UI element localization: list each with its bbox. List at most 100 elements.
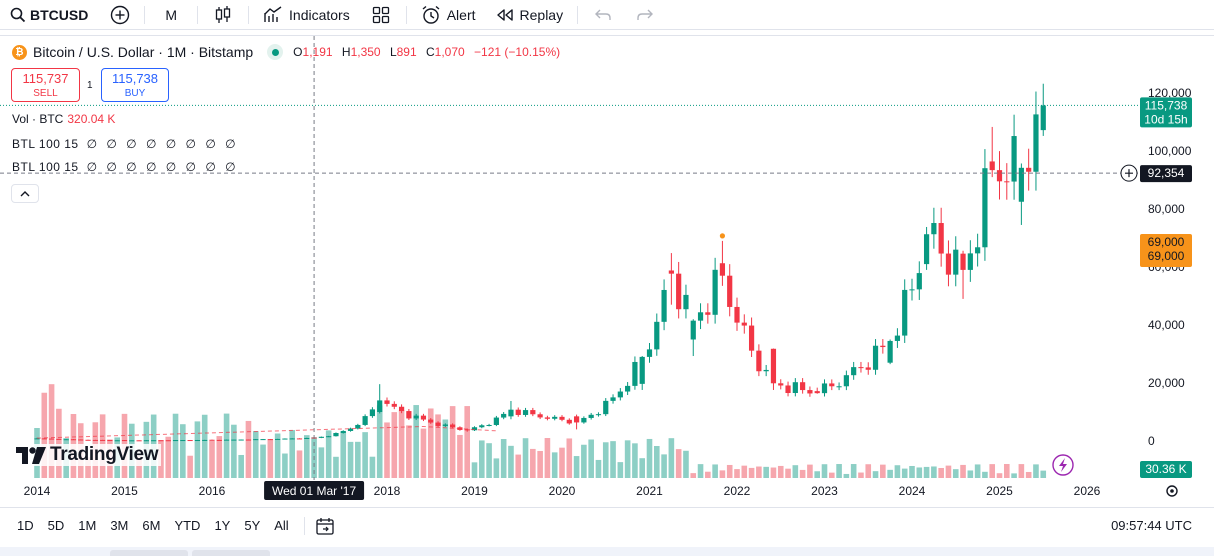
candle-body xyxy=(690,320,696,340)
volume-bar xyxy=(384,422,390,478)
ohlc-low-key: L xyxy=(389,45,397,59)
candle-body xyxy=(865,367,871,370)
indicators-label: Indicators xyxy=(289,6,350,23)
candle-body xyxy=(982,168,988,248)
range-5d-button[interactable]: 5D xyxy=(47,518,65,533)
volume-bar xyxy=(201,414,208,478)
volume-bar xyxy=(668,438,675,478)
btl-indicator-legend[interactable]: BTL 100 15 ∅ ∅ ∅ ∅ ∅ ∅ ∅ ∅ xyxy=(12,137,239,151)
crosshair-price-tag: 92,354 xyxy=(1148,166,1185,180)
panel-tab[interactable] xyxy=(192,550,270,556)
panel-tab[interactable] xyxy=(110,550,188,556)
volume-bar xyxy=(435,414,441,478)
time-tick-label: 2021 xyxy=(636,484,663,498)
time-axis[interactable]: 2014 2015 2016 2018 2019 2020 2021 2022 2023 2024… xyxy=(24,481,1178,500)
add-alert-button[interactable] xyxy=(1120,164,1138,182)
btl-indicator-legend[interactable]: BTL 100 15 ∅ ∅ ∅ ∅ ∅ ∅ ∅ ∅ xyxy=(12,160,239,174)
volume-bar xyxy=(894,465,901,478)
candle-body xyxy=(289,438,295,440)
range-6m-button[interactable]: 6M xyxy=(142,518,161,533)
timezone-clock[interactable]: 09:57:44 UTC xyxy=(1111,518,1192,533)
volume-bar xyxy=(1011,473,1017,478)
chart-type-button[interactable] xyxy=(202,0,244,30)
candle-body xyxy=(114,440,120,442)
range-5y-button[interactable]: 5Y xyxy=(244,518,261,533)
range-3m-button[interactable]: 3M xyxy=(110,518,129,533)
ohlc-open-value: 1,191 xyxy=(302,45,333,59)
candle-body xyxy=(887,340,893,363)
btl-label: BTL 100 15 xyxy=(12,137,79,151)
volume-bar xyxy=(289,430,296,478)
lightning-badge[interactable] xyxy=(1052,454,1074,476)
volume-bar xyxy=(807,464,813,478)
high-low-tag-bg xyxy=(1140,234,1192,267)
volume-bar xyxy=(675,449,682,478)
candle-body xyxy=(318,436,324,438)
volume-legend[interactable]: Vol · BTC 320.04 K xyxy=(12,112,115,126)
volume-bar xyxy=(887,469,893,478)
candle-body xyxy=(391,403,397,407)
calendar-icon xyxy=(316,517,334,535)
candle-body xyxy=(1011,136,1017,182)
symbol-search-button[interactable]: BTCUSD xyxy=(0,0,96,30)
time-tick-label: 2022 xyxy=(724,484,751,498)
volume-bar xyxy=(274,433,281,478)
candle-body xyxy=(56,438,62,440)
price-axis[interactable]: 120,000100,00080,00060,00040,00020,00001… xyxy=(1052,86,1192,478)
interval-button[interactable]: M xyxy=(149,0,193,30)
volume-bar xyxy=(420,428,427,478)
go-to-date-button[interactable] xyxy=(315,516,335,536)
candle-body xyxy=(41,438,47,440)
range-all-button[interactable]: All xyxy=(274,518,289,533)
volume-bar xyxy=(945,465,952,478)
collapse-legend-button[interactable] xyxy=(11,184,39,203)
volume-bar xyxy=(741,465,748,478)
alert-button[interactable]: Alert xyxy=(411,0,486,30)
range-ytd-button[interactable]: YTD xyxy=(174,518,201,533)
replay-button[interactable]: Replay xyxy=(486,0,574,30)
volume-bar xyxy=(814,471,821,478)
last-price-tag: 10d 15h xyxy=(1144,112,1187,126)
volume-bar xyxy=(165,436,172,478)
candle-body xyxy=(654,321,660,350)
candle-body xyxy=(107,440,113,442)
volume-bar xyxy=(763,466,769,478)
compare-button[interactable] xyxy=(96,0,140,30)
indicators-button[interactable]: Indicators xyxy=(253,0,360,30)
volume-bar xyxy=(187,455,193,478)
volume-bar xyxy=(726,464,733,478)
sell-button[interactable]: 115,737 SELL xyxy=(11,68,80,102)
candle-body xyxy=(231,439,237,441)
chart-lines xyxy=(0,36,1140,480)
volume-bar xyxy=(303,435,310,478)
tradingview-logo[interactable]: TradingView xyxy=(13,444,162,466)
candle-body xyxy=(544,417,551,419)
market-open-icon[interactable] xyxy=(267,44,284,60)
range-1y-button[interactable]: 1Y xyxy=(214,518,231,533)
range-1m-button[interactable]: 1M xyxy=(78,518,97,533)
candle-body xyxy=(187,440,193,442)
candle-body xyxy=(610,397,616,401)
ath-marker[interactable] xyxy=(719,233,726,239)
volume-bar xyxy=(413,405,419,478)
candle-body xyxy=(697,312,704,321)
volume-bar xyxy=(194,421,201,478)
toolbar-divider xyxy=(303,516,305,535)
volume-bar xyxy=(989,464,996,478)
candle-body xyxy=(763,369,769,372)
price-chart[interactable]: 120,000100,00080,00060,00040,00020,00001… xyxy=(0,35,1214,503)
symbol-title[interactable]: Bitcoin / U.S. Dollar · 1M · Bitstamp xyxy=(33,44,254,60)
volume-bar xyxy=(617,462,624,478)
btl-label: BTL 100 15 xyxy=(12,160,79,174)
spread-value: 1 xyxy=(87,80,93,91)
candle-body xyxy=(807,390,813,394)
axis-settings-button[interactable] xyxy=(1166,485,1178,497)
undo-button[interactable] xyxy=(582,0,624,30)
volume-bar xyxy=(850,464,857,478)
redo-button[interactable] xyxy=(624,0,666,30)
candle-body xyxy=(158,440,164,442)
volume-bar xyxy=(756,466,762,478)
range-1d-button[interactable]: 1D xyxy=(17,518,34,533)
buy-button[interactable]: 115,738 BUY xyxy=(101,68,169,102)
templates-button[interactable] xyxy=(360,0,402,30)
